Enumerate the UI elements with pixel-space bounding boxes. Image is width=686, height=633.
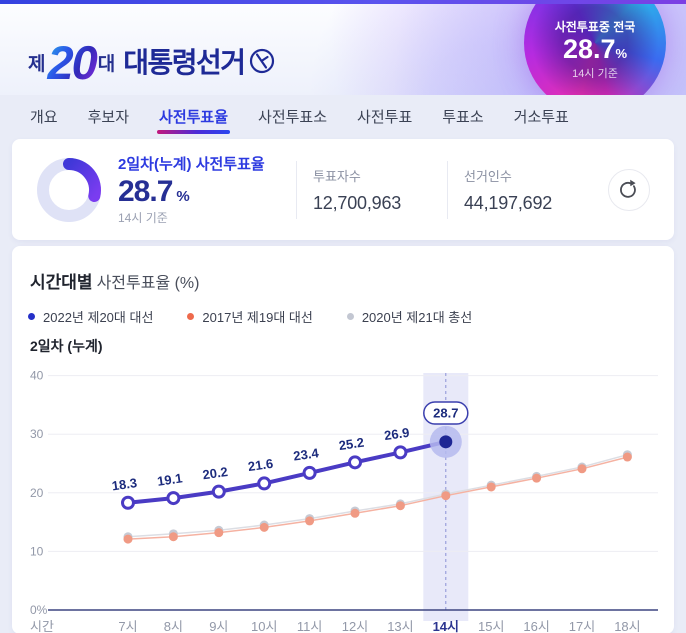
turnout-caption: 14시 기준 [118, 211, 168, 225]
turnout-title: 2일차(누계) 사전투표율 [118, 156, 265, 173]
y-tick-label: 10 [30, 544, 44, 558]
stat-electorate-value: 44,197,692 [464, 192, 553, 213]
site-logo[interactable]: 제 20 대 대통령선거 [28, 36, 275, 90]
data-point[interactable] [577, 464, 587, 474]
badge-label: 사전투표중 전국 [554, 20, 636, 34]
x-tick-label[interactable]: 12시 [342, 619, 368, 633]
stat-voters-label: 투표자수 [313, 168, 361, 184]
x-tick-label[interactable]: 9시 [209, 619, 228, 633]
data-point[interactable] [302, 465, 317, 480]
chart-legend: 2022년 제20대 대선 2017년 제19대 대선 2020년 제21대 총… [12, 307, 674, 326]
stat-electorate: 선거인수 44,197,692 [448, 166, 598, 214]
y-tick-label: 20 [30, 486, 44, 500]
chart-title: 시간대별 사전투표율 (%) [30, 273, 200, 292]
data-point[interactable] [350, 508, 360, 518]
x-axis-title: 시간 [30, 619, 54, 633]
legend-item-2022[interactable]: 2022년 제20대 대선 [28, 307, 153, 326]
main-nav-tabs: 개요 후보자 사전투표율 사전투표소 사전투표 투표소 거소투표 [0, 95, 686, 137]
header: 사전투표중 전국 28.7% 14시 기준 제 20 대 대통령선거 [0, 4, 686, 95]
tab-early-voting[interactable]: 사전투표 [357, 108, 413, 126]
point-value-label: 26.9 [383, 425, 410, 443]
line-chart: 18.3 19.1 20.2 21.6 23.4 25.2 26.9 28.7 0% 10 20 30… [30, 369, 658, 633]
logo-suffix: 대 [97, 54, 116, 75]
refresh-icon [620, 179, 636, 198]
refresh-button[interactable] [608, 168, 650, 211]
x-tick-label[interactable]: 15시 [478, 619, 504, 633]
x-tick-label[interactable]: 11시 [297, 619, 322, 633]
x-tick-label[interactable]: 13시 [387, 619, 413, 633]
legend-dot-2022 [28, 313, 35, 320]
point-value-label: 19.1 [156, 470, 183, 488]
point-value-label: 23.4 [292, 445, 320, 463]
point-value-label: 20.2 [202, 464, 229, 482]
hourly-chart-panel: 시간대별 사전투표율 (%) 2022년 제20대 대선 2017년 제19대 대… [12, 246, 674, 633]
turnout-donut-chart [37, 157, 101, 222]
badge-value: 28.7% [562, 34, 628, 64]
logo-number: 20 [47, 36, 97, 90]
x-tick-label[interactable]: 10시 [251, 619, 277, 633]
x-tick-label[interactable]: 16시 [523, 619, 549, 633]
data-point[interactable] [123, 534, 133, 544]
y-tick-label: 40 [30, 369, 44, 383]
data-point[interactable] [348, 455, 362, 470]
logo-title: 대통령선거 [123, 47, 246, 78]
data-point[interactable] [622, 452, 632, 462]
tab-home-voting[interactable]: 거소투표 [513, 108, 569, 126]
tab-early-voting-stations[interactable]: 사전투표소 [258, 108, 328, 126]
point-value-label: 18.3 [111, 475, 138, 493]
legend-item-2017[interactable]: 2017년 제19대 대선 [187, 307, 313, 326]
data-point[interactable] [441, 491, 451, 501]
x-tick-label[interactable]: 17시 [569, 619, 595, 633]
tab-early-voting-rate[interactable]: 사전투표율 [157, 95, 231, 137]
data-point[interactable] [486, 482, 496, 492]
data-point[interactable] [168, 532, 178, 542]
data-point[interactable] [395, 501, 405, 511]
data-point[interactable] [257, 476, 272, 491]
data-point[interactable] [211, 484, 226, 499]
national-turnout-badge: 사전투표중 전국 28.7% 14시 기준 [524, 4, 666, 95]
turnout-unit: % [176, 188, 190, 205]
stat-electorate-label: 선거인수 [464, 168, 512, 184]
data-point[interactable] [393, 445, 408, 460]
y-tick-label: 30 [30, 427, 44, 441]
x-tick-label[interactable]: 18시 [614, 619, 640, 633]
turnout-value: 28.7 [118, 175, 173, 208]
turnout-summary-card: 2일차(누계) 사전투표율 28.7 % 14시 기준 투표자수 12,700,… [12, 139, 674, 240]
stat-voters: 투표자수 12,700,963 [297, 166, 447, 214]
divider [296, 160, 297, 219]
legend-dot-2020 [346, 313, 354, 320]
series-line [126, 439, 448, 505]
tab-candidates[interactable]: 후보자 [87, 108, 130, 126]
series-line [127, 453, 629, 538]
badge-caption: 14시 기준 [572, 67, 618, 80]
point-value-label: 21.6 [247, 456, 274, 474]
callout-value: 28.7 [433, 406, 458, 421]
legend-item-2020[interactable]: 2020년 제21대 총선 [346, 307, 472, 326]
x-tick-label[interactable]: 14시 [433, 619, 459, 633]
x-tick-label[interactable]: 8시 [164, 619, 183, 633]
point-value-label: 25.2 [338, 435, 365, 453]
stat-voters-value: 12,700,963 [313, 192, 402, 213]
chart-subtitle: 2일차 (누계) [30, 338, 103, 354]
series-line [127, 456, 629, 540]
data-point[interactable] [305, 516, 315, 526]
tab-polling-stations[interactable]: 투표소 [442, 108, 484, 126]
logo-prefix: 제 [28, 54, 46, 75]
x-tick-label[interactable]: 7시 [118, 619, 137, 633]
y-tick-label: 0% [30, 603, 48, 617]
data-point[interactable] [121, 495, 135, 510]
data-point[interactable] [532, 473, 542, 483]
data-point[interactable] [259, 522, 269, 532]
top-accent-bar [0, 0, 686, 4]
divider [447, 160, 448, 219]
focus-point[interactable] [439, 435, 453, 449]
legend-dot-2017 [187, 313, 195, 320]
tab-overview[interactable]: 개요 [30, 108, 58, 126]
data-point[interactable] [214, 528, 224, 538]
ballot-stamp-icon [249, 48, 275, 79]
turnout-summary-main: 2일차(누계) 사전투표율 28.7 % 14시 기준 [118, 153, 296, 226]
badge-unit: % [615, 46, 628, 61]
callout-bubble [423, 401, 469, 425]
data-point[interactable] [166, 491, 181, 506]
